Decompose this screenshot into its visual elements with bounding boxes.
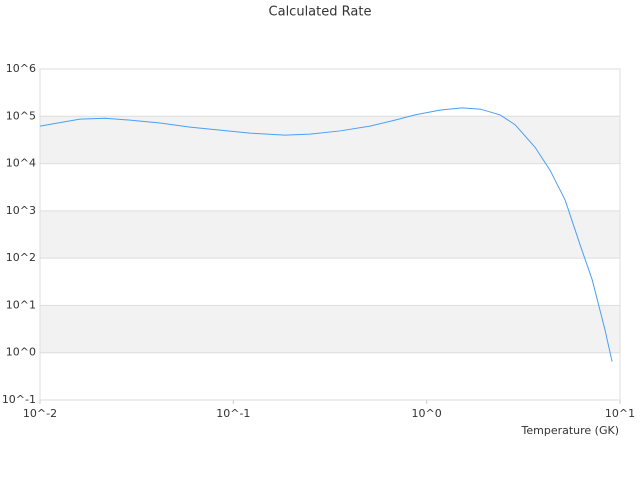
y-tick-label: 10^0: [6, 346, 36, 359]
y-tick-label: 10^4: [6, 157, 36, 170]
y-tick-label: 10^5: [6, 109, 36, 122]
grid-band: [40, 305, 620, 353]
x-tick-label: 10^0: [412, 407, 442, 420]
x-tick-label: 10^-2: [23, 407, 57, 420]
chart-title: Calculated Rate: [269, 5, 372, 20]
data-line: [39, 107, 613, 362]
y-tick-label: 10^3: [6, 204, 36, 217]
grid-band: [40, 116, 620, 164]
y-tick-label: 10^-1: [2, 393, 36, 406]
grid-band: [40, 210, 620, 259]
x-axis-label: Temperature (GK): [521, 424, 620, 437]
y-tick-label: 10^6: [6, 62, 36, 75]
y-tick-label: 10^1: [6, 298, 36, 311]
x-tick-label: 10^1: [605, 407, 635, 420]
plot-frame: [39, 68, 621, 401]
y-tick-label: 10^2: [6, 251, 36, 264]
x-tick-label: 10^-1: [216, 407, 250, 420]
